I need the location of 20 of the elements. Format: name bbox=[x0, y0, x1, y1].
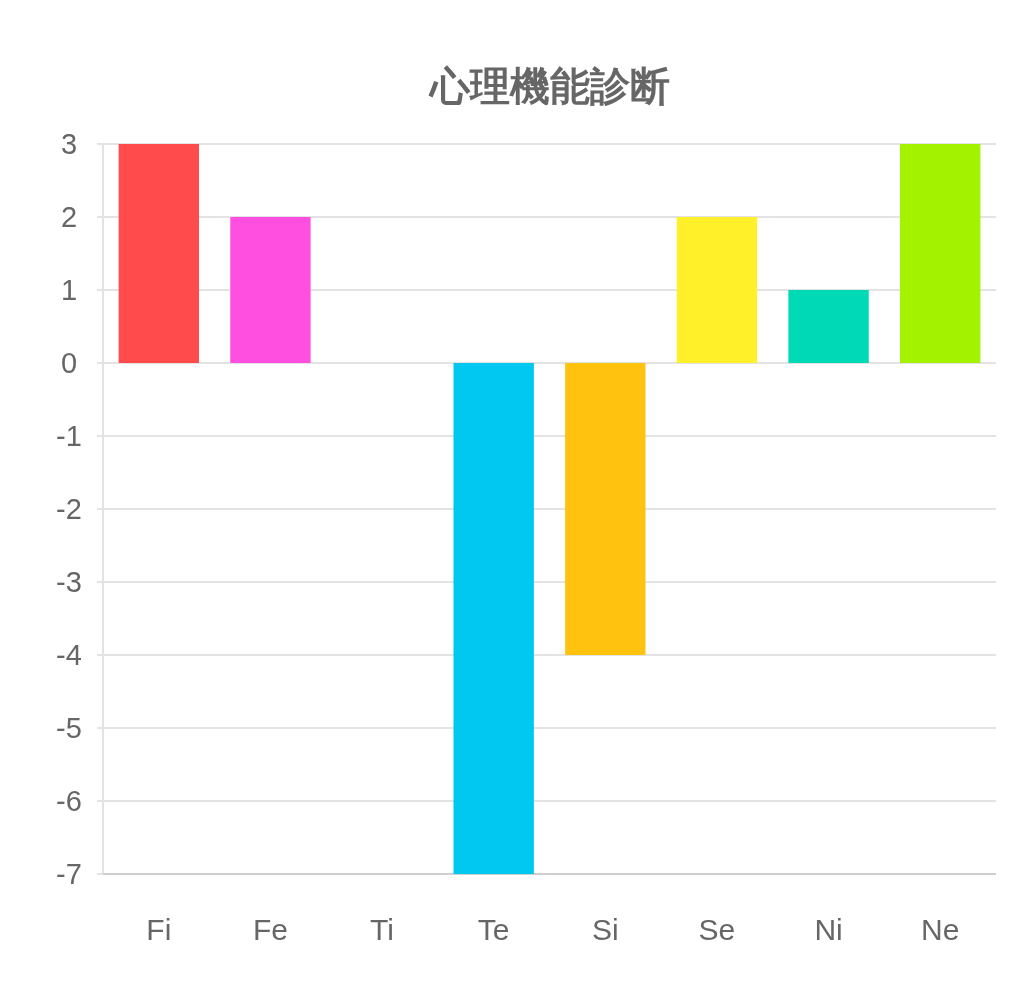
y-tick-label: -6 bbox=[56, 785, 82, 817]
x-tick-label: Te bbox=[477, 913, 510, 946]
y-tick-label: 0 bbox=[60, 347, 78, 379]
x-tick-label: Se bbox=[698, 913, 736, 946]
y-tick-label: -2 bbox=[56, 493, 82, 525]
y-tick-label: -3 bbox=[56, 566, 82, 598]
chart-title: 心理機能診断 bbox=[427, 64, 670, 108]
y-tick-label: -5 bbox=[56, 712, 82, 744]
y-tick-label: 1 bbox=[60, 274, 78, 306]
x-tick-label: Fi bbox=[146, 913, 172, 946]
y-tick-label: -1 bbox=[56, 420, 82, 452]
x-tick-label: Fe bbox=[252, 913, 288, 946]
x-tick-label: Ni bbox=[814, 913, 843, 946]
y-tick-label: -4 bbox=[56, 639, 82, 671]
y-tick-label: 3 bbox=[60, 128, 78, 160]
x-tick-label: Si bbox=[591, 913, 619, 946]
x-tick-label: Ne bbox=[921, 913, 960, 946]
y-tick-label: 2 bbox=[60, 201, 78, 233]
x-tick-label: Ti bbox=[370, 913, 395, 946]
y-tick-label: -7 bbox=[56, 858, 82, 890]
